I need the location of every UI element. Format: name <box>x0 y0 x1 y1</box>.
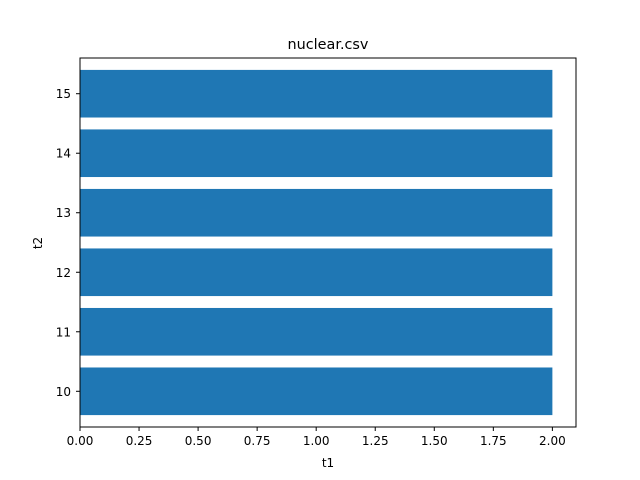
bar-10 <box>80 367 553 416</box>
bar-11 <box>80 307 553 356</box>
y-tick-label: 10 <box>56 385 71 399</box>
x-tick-label: 0.00 <box>67 434 94 448</box>
x-axis-label: t1 <box>322 456 334 470</box>
x-tick-label: 1.50 <box>421 434 448 448</box>
y-tick-label: 12 <box>56 266 71 280</box>
chart-title: nuclear.csv <box>288 37 369 53</box>
y-tick-label: 11 <box>56 325 71 339</box>
bar-13 <box>80 188 553 237</box>
y-tick-label: 13 <box>56 206 71 220</box>
x-axis-ticks: 0.00 0.25 0.50 0.75 1.00 1.25 1.50 1.75 2.00 <box>67 427 566 448</box>
bars-layer <box>80 69 553 416</box>
x-tick-label: 0.25 <box>126 434 153 448</box>
x-tick-label: 2.00 <box>539 434 566 448</box>
y-tick-label: 14 <box>56 147 71 161</box>
x-tick-label: 1.25 <box>362 434 389 448</box>
bar-15 <box>80 69 553 118</box>
y-tick-label: 15 <box>56 87 71 101</box>
x-tick-label: 0.75 <box>244 434 271 448</box>
x-tick-label: 1.00 <box>303 434 330 448</box>
y-axis-label: t2 <box>31 237 45 249</box>
plot-frame <box>79 57 577 428</box>
x-tick-label: 0.50 <box>185 434 212 448</box>
x-tick-label: 1.75 <box>480 434 507 448</box>
bar-12 <box>80 248 553 297</box>
bar-14 <box>80 129 553 178</box>
y-axis-ticks: 10 11 12 13 14 15 <box>56 87 80 399</box>
